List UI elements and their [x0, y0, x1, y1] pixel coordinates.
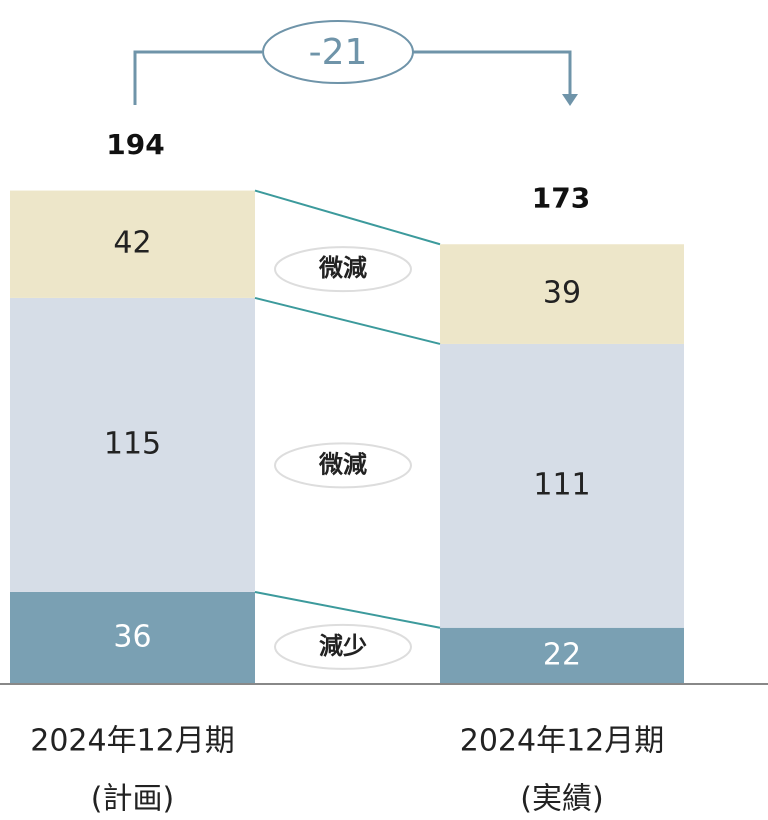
difference-bracket: [133, 50, 572, 105]
bar-segment: [10, 297, 255, 592]
bar-segment: [10, 190, 255, 298]
connector: [254, 590, 441, 629]
difference-badge: [262, 20, 414, 84]
change-label: 微減: [318, 450, 367, 478]
value-label: 36: [113, 619, 151, 654]
value-label: 42: [113, 226, 151, 261]
change-badge: [274, 623, 412, 670]
total-label: 194: [106, 128, 164, 161]
bar-segment: [440, 244, 684, 344]
change-badge: [274, 442, 412, 489]
x-tick-label: (実績): [520, 782, 603, 817]
difference-label: -21: [309, 32, 368, 73]
change-label: 微減: [318, 254, 367, 282]
value-label: 22: [543, 637, 581, 672]
connector: [254, 189, 441, 246]
value-label: 39: [543, 276, 581, 311]
x-tick-label: (計画): [91, 782, 174, 817]
bar-segment: [440, 627, 684, 684]
value-label: 111: [533, 467, 590, 502]
total-label: 173: [532, 182, 590, 215]
bar-segment: [10, 591, 255, 684]
x-tick-label: 2024年12月期: [30, 724, 235, 759]
bar-segment: [440, 343, 684, 628]
change-label: 減少: [319, 632, 367, 660]
value-label: 115: [104, 426, 161, 461]
connector: [254, 296, 441, 345]
arrow-head: [562, 94, 578, 106]
change-badge: [274, 246, 412, 293]
x-tick-label: 2024年12月期: [460, 724, 665, 759]
